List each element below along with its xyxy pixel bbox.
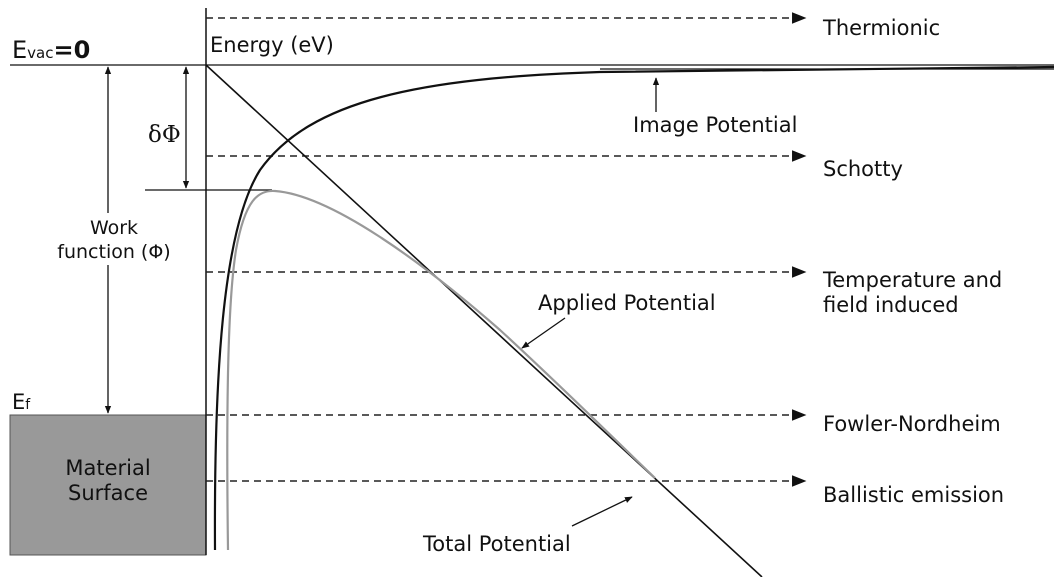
label-bg (58, 213, 174, 265)
applied-potential (205, 64, 763, 577)
material-block (9, 414, 207, 556)
material-label: Material (65, 456, 150, 480)
work-function-label: Work (90, 217, 138, 239)
pointer (521, 317, 566, 349)
mechanism-label: Ballistic emission (823, 483, 1004, 507)
mechanism-label: Schotty (823, 157, 903, 181)
mechanism-label: field induced (823, 293, 959, 317)
mechanism-label: Thermionic (822, 16, 940, 40)
vacuum-label: Evac=0 (12, 36, 90, 64)
total-label: Total Potential (422, 532, 571, 556)
material-label: Surface (68, 481, 148, 505)
pointer (571, 496, 633, 527)
image-label: Image Potential (633, 113, 797, 137)
axis-label: Energy (eV) (210, 33, 334, 57)
applied-label: Applied Potential (538, 291, 716, 315)
delta-phi-label: δΦ (148, 122, 181, 148)
mechanism-label: Fowler-Nordheim (823, 412, 1001, 436)
image-potential (213, 65, 1054, 551)
mechanism-arrows (206, 12, 807, 487)
total-potential (226, 189, 656, 551)
work-function-label: function (Φ) (57, 241, 170, 263)
fermi-label: Ef (12, 390, 31, 414)
mechanism-label: Temperature and (822, 268, 1002, 292)
